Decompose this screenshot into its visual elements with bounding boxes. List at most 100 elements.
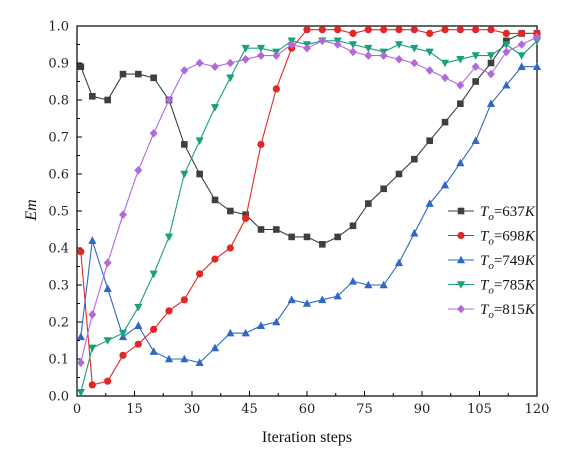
data-point bbox=[486, 99, 496, 107]
y-tick-label: 0.6 bbox=[48, 168, 69, 183]
data-point bbox=[440, 59, 450, 68]
x-tick-label: 90 bbox=[414, 402, 431, 417]
data-point bbox=[256, 321, 266, 329]
legend-label: To=698K bbox=[480, 229, 536, 248]
data-point bbox=[364, 280, 373, 289]
x-tick-label: 120 bbox=[525, 402, 550, 417]
data-point bbox=[395, 170, 403, 178]
data-point bbox=[456, 26, 464, 34]
series-line bbox=[80, 40, 538, 393]
y-axis-title: Em bbox=[23, 199, 40, 221]
data-point bbox=[425, 199, 434, 207]
data-point bbox=[273, 226, 280, 233]
legend-marker bbox=[456, 255, 466, 264]
data-point bbox=[426, 137, 433, 144]
data-point bbox=[195, 137, 204, 145]
data-point bbox=[76, 358, 85, 367]
data-point bbox=[272, 85, 280, 93]
data-point bbox=[533, 32, 541, 42]
data-point bbox=[348, 277, 358, 285]
data-point bbox=[119, 210, 127, 219]
data-point bbox=[76, 332, 85, 341]
data-point bbox=[502, 80, 511, 89]
data-point bbox=[380, 26, 388, 34]
legend-marker bbox=[456, 281, 466, 289]
data-point bbox=[334, 26, 342, 34]
data-point bbox=[226, 58, 235, 68]
data-point bbox=[226, 328, 235, 337]
data-point bbox=[210, 343, 220, 352]
x-tick-label: 15 bbox=[126, 402, 143, 417]
data-point bbox=[472, 26, 480, 34]
data-point bbox=[134, 340, 142, 348]
data-point bbox=[104, 96, 111, 104]
data-point bbox=[502, 29, 510, 37]
data-point bbox=[334, 233, 341, 241]
x-tick-label: 105 bbox=[467, 402, 492, 417]
data-point bbox=[227, 207, 234, 215]
y-tick-label: 0.9 bbox=[48, 57, 69, 72]
data-point bbox=[395, 26, 403, 34]
legend-item: To=785K bbox=[448, 278, 536, 297]
series-line bbox=[80, 36, 538, 363]
data-point bbox=[103, 258, 112, 268]
data-point bbox=[503, 37, 510, 45]
data-point bbox=[257, 140, 265, 148]
data-point bbox=[165, 95, 173, 105]
data-point bbox=[180, 296, 188, 304]
data-point bbox=[349, 47, 357, 57]
y-tick-label: 0.5 bbox=[48, 205, 69, 220]
data-point bbox=[395, 55, 403, 64]
data-point bbox=[89, 93, 96, 100]
data-point bbox=[456, 56, 465, 64]
data-point bbox=[394, 258, 404, 267]
data-point bbox=[287, 40, 296, 49]
data-point bbox=[394, 41, 404, 49]
data-point bbox=[410, 26, 418, 34]
data-point bbox=[242, 214, 250, 222]
data-point bbox=[487, 59, 495, 67]
data-point bbox=[410, 44, 419, 53]
series-3 bbox=[76, 62, 542, 366]
data-point bbox=[486, 52, 496, 60]
x-tick-label: 75 bbox=[356, 402, 373, 417]
data-point bbox=[88, 344, 97, 353]
series-1 bbox=[77, 30, 541, 248]
data-point bbox=[287, 295, 296, 304]
data-point bbox=[364, 51, 373, 60]
data-point bbox=[426, 29, 434, 37]
data-point bbox=[349, 222, 357, 230]
data-point bbox=[165, 307, 173, 315]
legend-item: To=749K bbox=[448, 253, 536, 272]
data-point bbox=[242, 211, 249, 218]
data-point bbox=[241, 44, 250, 53]
data-point bbox=[364, 44, 373, 53]
data-point bbox=[195, 358, 204, 366]
data-point bbox=[318, 295, 327, 304]
data-point bbox=[180, 170, 189, 179]
data-point bbox=[425, 48, 434, 57]
y-tick-label: 1.0 bbox=[48, 20, 69, 35]
data-point bbox=[471, 62, 480, 71]
x-tick-label: 30 bbox=[184, 402, 201, 417]
data-point bbox=[440, 180, 450, 189]
data-point bbox=[349, 29, 357, 37]
data-point bbox=[88, 236, 97, 244]
legend-label: To=749K bbox=[480, 253, 536, 272]
data-point bbox=[164, 233, 174, 242]
data-point bbox=[76, 389, 85, 397]
data-point bbox=[318, 36, 327, 46]
data-point bbox=[119, 351, 127, 359]
data-point bbox=[257, 226, 265, 233]
data-point bbox=[319, 241, 326, 248]
data-point bbox=[103, 337, 112, 345]
legend-label: To=785K bbox=[480, 278, 536, 297]
data-point bbox=[471, 136, 480, 144]
legend-marker bbox=[457, 304, 465, 314]
data-point bbox=[196, 170, 203, 178]
data-point bbox=[241, 328, 250, 337]
chart-legend: To=637K To=698K To=749K To=785K To=815K bbox=[448, 204, 536, 321]
data-point bbox=[149, 270, 158, 279]
data-point bbox=[196, 270, 204, 278]
